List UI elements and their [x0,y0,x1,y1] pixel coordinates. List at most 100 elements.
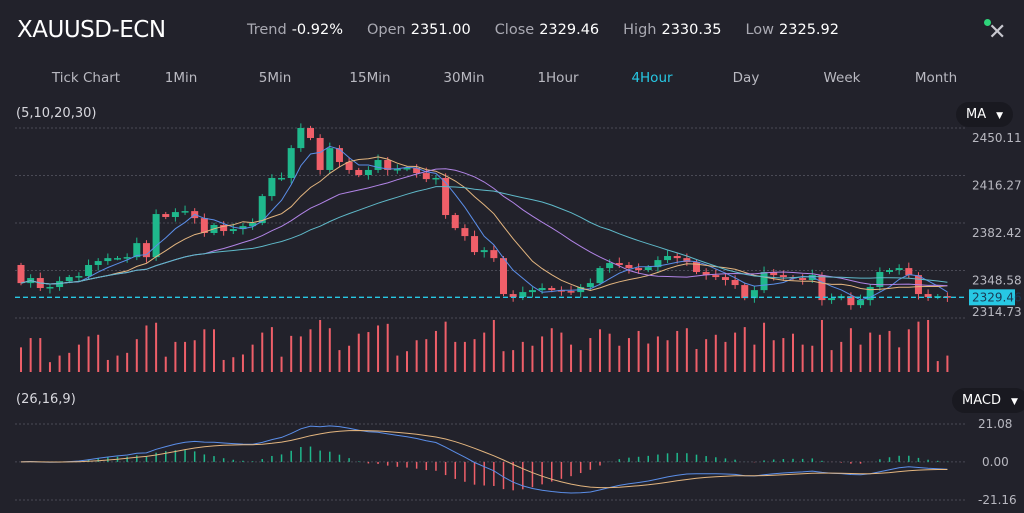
candle-body [895,268,903,271]
candle-body [480,250,488,253]
price-tick-label: 2382.42 [972,226,1022,240]
candle-body [142,243,150,258]
candle-body [94,261,102,265]
ma20-line [20,168,948,287]
tab-4hour[interactable]: 4Hour [631,70,673,86]
candle-body [46,287,54,289]
stat-label: Trend [247,22,287,38]
candle-body [712,275,720,278]
candle-body [432,177,440,180]
candle-body [818,275,826,301]
candle-body [287,148,295,178]
candle-body [364,169,372,176]
candle-body [750,290,758,299]
candle-body [220,224,228,232]
macd-selector-button[interactable]: MACD ▼ [952,388,1024,413]
candle-body [664,256,672,261]
candle-body [258,196,266,224]
candle-body [557,290,565,292]
candle-body [876,272,884,288]
candle-body [355,169,363,176]
stat-value: -0.92% [291,22,343,38]
macd-dif-line [20,425,948,494]
tab-1min[interactable]: 1Min [164,70,198,86]
tab-1hour[interactable]: 1Hour [537,70,579,86]
candle-body [297,128,305,149]
candle-body [200,218,208,233]
candle-body [75,276,83,278]
stat-trend: Trend -0.92% [247,22,343,38]
candle-body [857,300,865,306]
tab-week[interactable]: Week [823,70,861,86]
stat-low: Low 2325.92 [745,22,839,38]
candle-body [249,223,257,227]
price-tick-label: 2450.11 [972,131,1022,145]
candle-body [509,294,517,298]
candle-body [683,258,691,263]
candle-body [162,214,170,217]
candle-body [741,285,749,299]
candle-body [326,148,334,170]
stat-value: 2325.92 [779,22,839,38]
candle-body [702,272,710,276]
tab-5min[interactable]: 5Min [258,70,292,86]
candle-body [403,168,411,170]
candle-body [721,277,729,281]
candle-body [461,228,469,237]
stat-value: 2330.35 [661,22,722,38]
tab-day[interactable]: Day [732,70,760,86]
chevron-down-icon: ▼ [996,111,1004,121]
candle-body [307,128,314,138]
timeframe-tabs: Tick Chart 1Min 5Min 15Min 30Min 1Hour 4Hour Da… [0,70,1024,92]
candle-body [519,292,527,298]
candle-body [85,264,93,277]
candle-body [866,287,874,301]
price-tick-label: 2416.27 [972,178,1022,192]
candle-body [799,278,807,281]
candle-body [104,258,112,262]
candle-body [731,280,739,286]
last-price-badge [969,289,1015,306]
candle-body [500,258,507,295]
candle-body [615,263,623,265]
stat-value: 2329.46 [539,22,600,38]
candle-body [490,250,498,259]
close-icon[interactable]: ✕ [988,20,1007,45]
candle-body [625,264,633,269]
candle-body [65,277,73,282]
connection-status-dot [984,19,991,26]
candle-body [316,137,324,170]
stat-label: High [623,22,657,38]
ma-selector-button[interactable]: MA ▼ [956,102,1014,127]
stat-label: Open [366,22,406,38]
header: XAUUSD-ECN Trend -0.92% Open 2351.00 Close 23… [0,0,1024,62]
candle-body [644,267,652,271]
candle-body [152,214,160,258]
candle-body [760,272,768,291]
tab-tick-chart[interactable]: Tick Chart [51,70,121,86]
ma5-line [20,145,948,301]
candle-body [606,263,614,269]
candle-body [586,283,594,288]
candle-body [567,291,575,293]
tab-15min[interactable]: 15Min [349,70,391,86]
candle-body [345,161,353,170]
candle-body [133,243,141,258]
tab-30min[interactable]: 30Min [443,70,485,86]
macd-params-label: (26,16,9) [16,392,76,407]
candle-body [171,212,179,217]
tab-month[interactable]: Month [914,70,958,86]
candle-body [548,288,556,291]
candle-body [114,258,121,260]
candle-body [278,177,286,180]
candle-body [635,268,643,271]
candle-body [384,160,392,170]
symbol-title: XAUUSD-ECN [17,17,166,43]
ma10-line [20,156,948,292]
candle-body [770,272,778,276]
candle-body [693,262,700,273]
candle-body [56,281,64,288]
macd-dea-line [20,429,948,489]
macd-tick-label: 0.00 [982,455,1009,469]
